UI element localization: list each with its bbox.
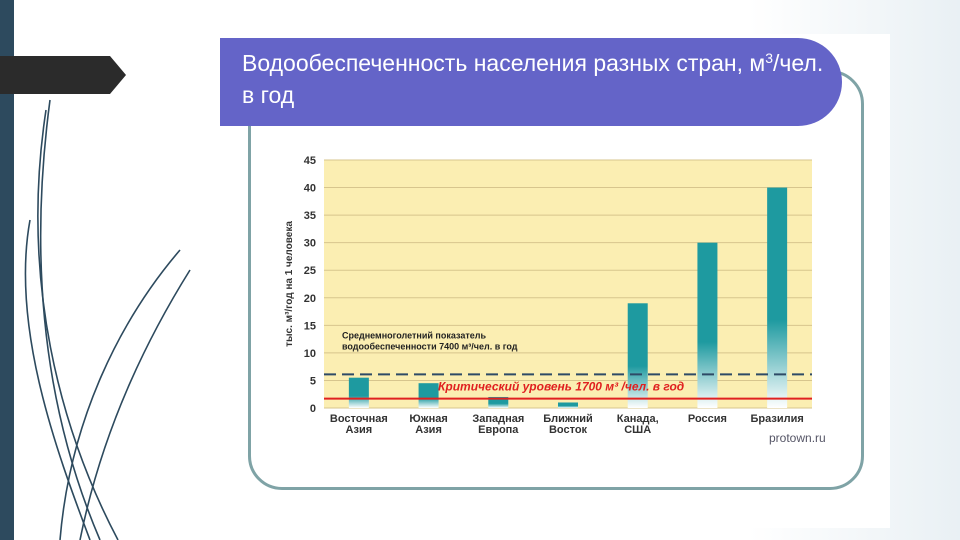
y-tick-label: 30 [304,238,316,250]
x-tick-label: Западная [472,413,524,425]
title-part1: Водообеспеченность населения разных стра… [242,50,766,76]
plot-area [324,160,812,408]
x-tick-label: Россия [688,413,727,425]
arrow-tab [0,56,126,94]
y-tick-label: 20 [304,293,316,305]
x-tick-label: Европа [478,424,519,436]
bar [558,402,578,408]
critical-line-label: Критический уровень 1700 м³ /чел. в год [438,380,684,394]
x-tick-label: Азия [415,424,442,436]
x-tick-label: Канада, [617,413,659,425]
y-tick-label: 40 [304,183,316,195]
x-tick-label: Восток [549,424,588,436]
bar [767,187,788,408]
x-tick-label: Ближний [543,413,593,425]
bar [418,383,439,408]
average-line-label: водообеспеченности 7400 м³/чел. в год [342,341,518,351]
bar-chart: 0 5 10 15 20 25 30 35 40 45 тыс. м³/год на 1 челов… [284,155,812,436]
y-tick-label: 5 [310,375,316,387]
y-axis-label: тыс. м³/год на 1 человека [284,221,295,347]
decorative-lines [24,99,191,540]
x-tick-label: Южная [409,413,447,425]
x-tick-label: Восточная [330,413,388,425]
bar [348,377,369,408]
bar [627,303,648,408]
title-superscript: 3 [765,50,774,66]
bar [488,396,509,408]
x-tick-label: Азия [346,424,373,436]
y-tick-label: 35 [304,210,316,222]
watermark: protown.ru [769,431,826,445]
y-tick-label: 45 [304,155,316,167]
title-band [220,38,842,126]
y-tick-label: 25 [304,265,316,277]
y-tick-label: 0 [310,403,316,415]
x-tick-label: США [624,424,651,436]
left-accent-bar [0,0,14,540]
bar [697,242,718,408]
average-line-label: Среднемноголетний показатель [342,330,486,340]
x-tick-label: Бразилия [751,413,804,425]
title-part2: /чел. в год [242,50,824,108]
slide-title: Водообеспеченность населения разных стра… [242,42,832,111]
y-tick-label: 15 [304,320,316,332]
y-tick-label: 10 [304,348,316,360]
